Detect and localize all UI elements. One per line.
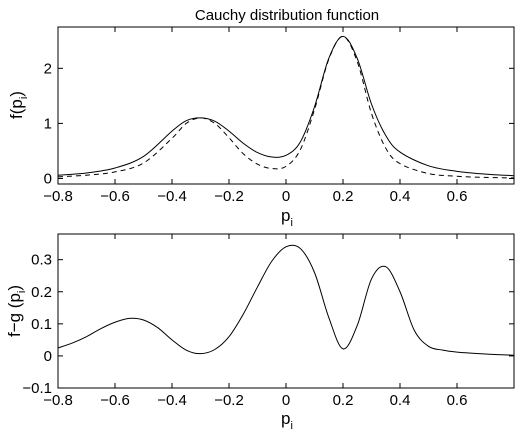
x-axis-ticks: −0.8 −0.6 −0.4 −0.2 0 0.2 0.4 0.6 <box>43 27 467 205</box>
y-tick-label: 0 <box>44 170 52 187</box>
y-axis-label: f(pi) <box>7 91 30 119</box>
solid-series-line <box>57 244 515 356</box>
x-tick-label: 0.6 <box>447 392 468 409</box>
pdf-panel: Cauchy distribution function −0.8 −0.6 −0.… <box>7 7 515 229</box>
x-axis-ticks: −0.8 −0.6 −0.4 −0.2 0 0.2 0.4 0.6 <box>43 234 467 409</box>
x-tick-label: −0.6 <box>100 392 130 409</box>
x-tick-label: −0.6 <box>100 188 130 205</box>
y-tick-label: 0.2 <box>31 284 52 301</box>
x-tick-label: 0.2 <box>333 188 354 205</box>
y-tick-label: 2 <box>44 60 52 77</box>
x-tick-label: −0.8 <box>43 392 73 409</box>
x-tick-label: −0.2 <box>214 188 244 205</box>
x-tick-label: 0 <box>282 392 290 409</box>
x-tick-label: −0.4 <box>157 188 187 205</box>
series-group <box>57 35 515 179</box>
series-group <box>57 244 515 356</box>
x-tick-label: 0 <box>282 188 290 205</box>
plot-frame <box>57 233 515 389</box>
chart-title: Cauchy distribution function <box>195 7 379 24</box>
x-tick-label: 0.4 <box>390 392 411 409</box>
y-tick-label: 0.3 <box>31 252 52 269</box>
y-tick-label: 1 <box>44 115 52 132</box>
y-tick-label: 0.1 <box>31 316 52 333</box>
y-axis-ticks: −0.1 0 0.1 0.2 0.3 <box>22 252 514 397</box>
y-axis-label: f−g (pi) <box>5 285 28 337</box>
x-tick-label: 0.4 <box>390 188 411 205</box>
x-tick-label: 0.6 <box>447 188 468 205</box>
y-axis-ticks: 0 1 2 <box>44 60 514 187</box>
solid-series-line <box>57 35 515 177</box>
difference-panel: −0.8 −0.6 −0.4 −0.2 0 0.2 0.4 0.6 −0.1 0 0.1 0.2 0.… <box>5 233 515 432</box>
x-tick-label: −0.4 <box>157 392 187 409</box>
x-axis-label: pi <box>281 409 293 432</box>
x-tick-label: 0.2 <box>333 392 354 409</box>
plot-frame <box>57 26 515 185</box>
x-tick-label: −0.2 <box>214 392 244 409</box>
dashed-series-line <box>57 35 515 179</box>
y-tick-label: 0 <box>44 348 52 365</box>
x-axis-label: pi <box>281 206 293 229</box>
y-tick-label: −0.1 <box>22 380 52 397</box>
x-tick-label: −0.8 <box>43 188 73 205</box>
